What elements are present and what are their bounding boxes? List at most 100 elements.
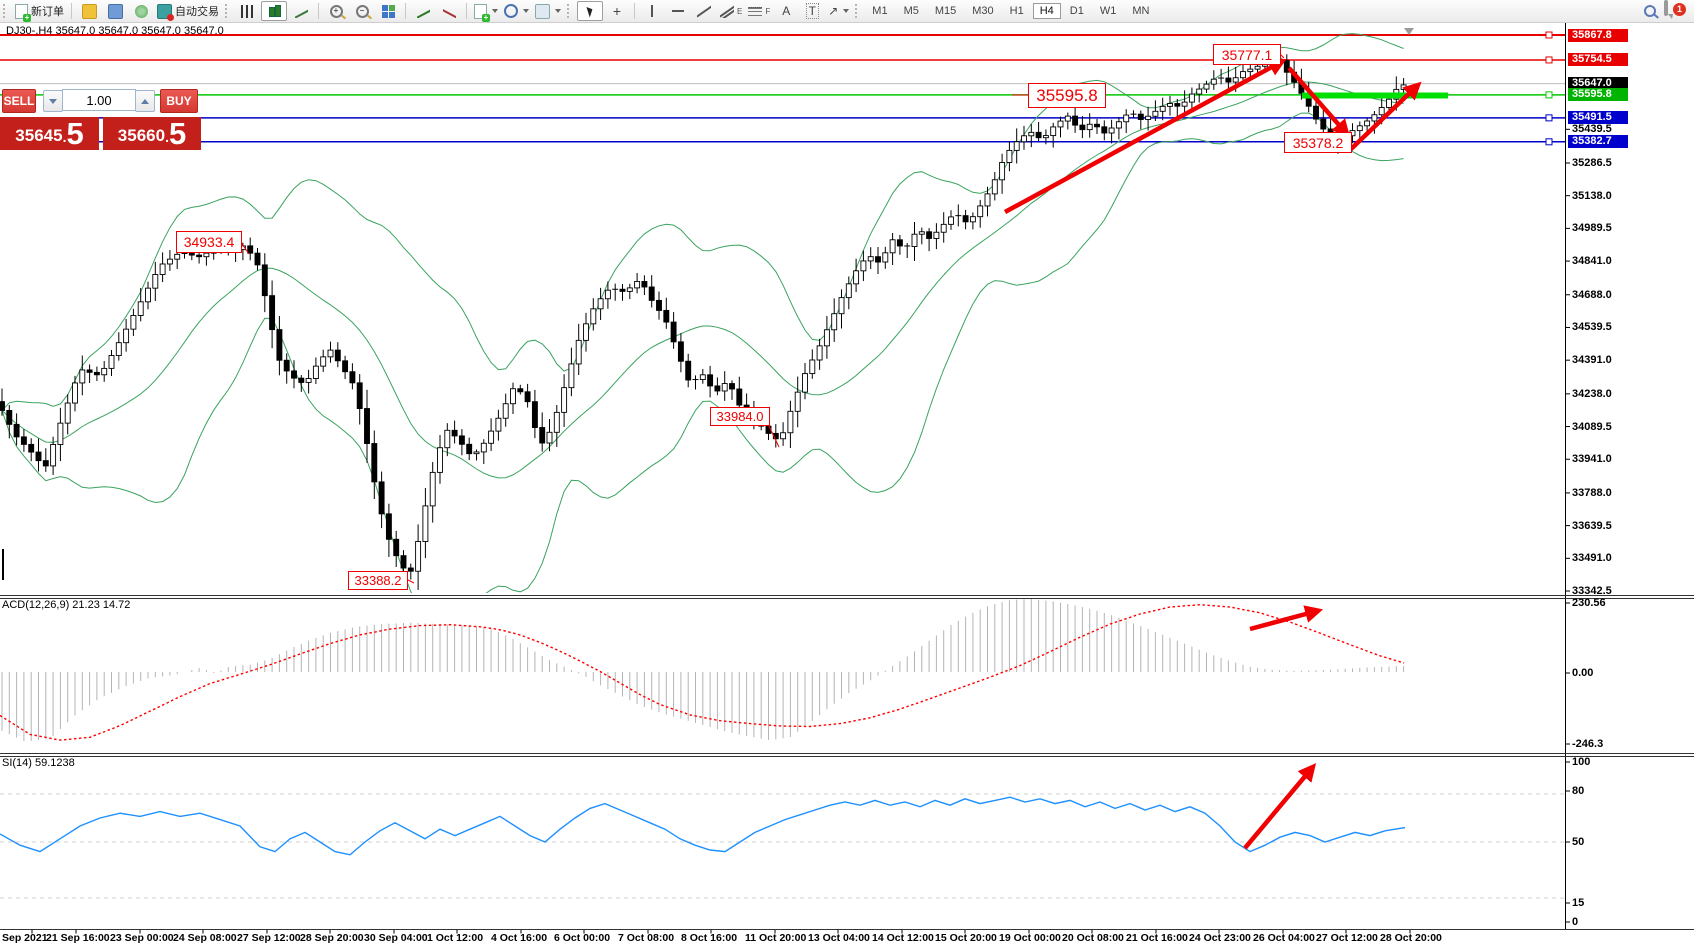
line-handle[interactable] (1545, 56, 1553, 64)
tab-timeframe-w1[interactable]: W1 (1099, 5, 1117, 17)
macd-axis-label: -246.3 (1572, 738, 1604, 750)
date-axis-label: 24 Oct 23:00 (1189, 932, 1251, 944)
tab-timeframe-h1[interactable]: H1 (1009, 5, 1024, 17)
indicator-window2-button[interactable] (437, 2, 461, 20)
price-tick-label: 33639.5 (1572, 519, 1612, 532)
fibonacci-button[interactable]: F (746, 2, 772, 20)
green-trade-line[interactable] (1302, 92, 1448, 99)
trendline-button[interactable] (692, 2, 716, 20)
indicator-window-button[interactable] (411, 2, 435, 20)
price-annotation[interactable]: 33984.0 (710, 407, 770, 426)
tab-timeframe-d1[interactable]: D1 (1069, 5, 1084, 17)
date-axis-label: 4 Oct 16:00 (491, 932, 548, 944)
tile-windows-button[interactable] (376, 2, 400, 20)
tab-timeframe-m1[interactable]: M1 (872, 5, 888, 17)
candlestick-chart-button[interactable] (261, 1, 287, 21)
deposit-button[interactable] (77, 2, 101, 20)
label-button[interactable]: T (800, 2, 824, 20)
trend-arrow[interactable] (1243, 763, 1317, 850)
trend-arrow[interactable] (1348, 81, 1422, 152)
tab-timeframe-m30[interactable]: M30 (972, 5, 994, 17)
date-axis-label: 19 Oct 00:00 (999, 932, 1061, 944)
buy-price[interactable]: 35660. 5 (103, 117, 201, 150)
price-tick-label: 34688.0 (1572, 288, 1612, 301)
zoom-in-icon: + (329, 4, 343, 18)
line-handle[interactable] (1545, 31, 1553, 39)
market-watch-button[interactable] (103, 2, 127, 20)
zoom-out-button[interactable]: − (350, 2, 374, 20)
rsi-label: SI(14) 59.1238 (2, 757, 75, 769)
cursor-button[interactable] (577, 1, 603, 21)
line-handle[interactable] (1545, 138, 1553, 146)
line-chart-icon (294, 5, 308, 18)
new-order-button[interactable]: + 新订单 (13, 2, 66, 22)
candles (0, 47, 1407, 590)
sell-button[interactable]: SELL (2, 89, 36, 113)
volume-decrease-button[interactable] (43, 90, 63, 112)
bar-chart-button[interactable] (235, 2, 259, 20)
price-annotation[interactable]: 35595.8 (1028, 83, 1106, 108)
text-icon: A (782, 4, 791, 18)
date-axis-label: 24 Sep 08:00 (173, 932, 237, 944)
triangle-up-icon (141, 98, 149, 104)
volume-input[interactable]: 1.00 (62, 89, 136, 111)
line-handle[interactable] (1545, 91, 1553, 99)
search-icon[interactable] (1644, 5, 1656, 17)
sell-price[interactable]: 35645. 5 (0, 117, 99, 150)
zoom-in-button[interactable]: + (324, 2, 348, 20)
text-button[interactable]: A (774, 2, 798, 20)
volume-increase-button[interactable] (135, 90, 155, 112)
bollinger-outer-band (1, 112, 1404, 593)
price-annotation[interactable]: 34933.4 (176, 231, 242, 253)
channel-icon (720, 4, 734, 18)
timeframe-bar: M1 M5 M15 M30 H1 H4 D1 W1 MN (864, 3, 1157, 19)
toolbar-grip[interactable] (225, 4, 231, 18)
separator (634, 3, 635, 19)
price-tick-label: 34841.0 (1572, 255, 1612, 268)
signals-icon (134, 4, 148, 18)
line-chart-button[interactable] (289, 2, 313, 20)
window-grip[interactable] (3, 4, 9, 18)
bollinger-bands (1, 33, 1404, 593)
add-indicator-icon: + (474, 3, 490, 22)
channel-button[interactable]: E (718, 2, 744, 20)
one-click-trading-panel: SELL 1.00 BUY 35645. 5 35660. 5 (0, 44, 201, 150)
horizontal-line-button[interactable] (666, 2, 690, 20)
price-tick-label: 33941.0 (1572, 453, 1612, 466)
price-annotation[interactable]: 35777.1 (1213, 44, 1281, 65)
chart-title: DJ30-,H4 35647.0 35647.0 35647.0 35647.0 (6, 25, 224, 37)
tab-timeframe-m15[interactable]: M15 (934, 5, 957, 17)
tab-timeframe-m5[interactable]: M5 (903, 5, 919, 17)
toolbar-grip[interactable] (567, 4, 573, 18)
sell-arrow-marker (1404, 28, 1414, 35)
date-axis-label: 8 Oct 16:00 (681, 932, 738, 944)
vertical-line-button[interactable] (640, 2, 664, 20)
chart-shift-icon (535, 3, 550, 19)
trend-arrows[interactable] (1003, 58, 1422, 850)
line-handle[interactable] (1545, 114, 1553, 122)
trend-arrow[interactable] (1003, 58, 1287, 214)
add-indicator-button[interactable]: + (472, 2, 500, 22)
trend-arrow[interactable] (1287, 66, 1351, 138)
notifications-button[interactable]: 1 (1664, 0, 1688, 20)
signals-button[interactable] (129, 2, 153, 20)
period-selector-button[interactable] (502, 2, 531, 20)
trend-arrow[interactable] (1249, 605, 1324, 632)
toolbar-grip[interactable] (855, 4, 861, 18)
chart-shift-button[interactable] (533, 2, 563, 20)
tab-timeframe-mn[interactable]: MN (1132, 5, 1150, 17)
tab-timeframe-h4[interactable]: H4 (1032, 3, 1061, 19)
price-annotation[interactable]: 35378.2 (1284, 132, 1352, 153)
crosshair-icon: + (612, 3, 622, 19)
bollinger-outer-band (1, 33, 1404, 411)
buy-button[interactable]: BUY (160, 89, 198, 113)
price-annotation[interactable]: 33388.2 (348, 571, 408, 590)
price-tick-label: 33788.0 (1572, 486, 1612, 499)
price-tick-label: 35439.5 (1572, 123, 1612, 136)
fibonacci-icon (748, 4, 763, 18)
crosshair-button[interactable]: + (605, 2, 629, 20)
autotrading-button[interactable]: 自动交易 (155, 2, 221, 21)
arrows-button[interactable]: ↗ (826, 2, 851, 20)
autotrading-label: 自动交易 (175, 6, 219, 18)
